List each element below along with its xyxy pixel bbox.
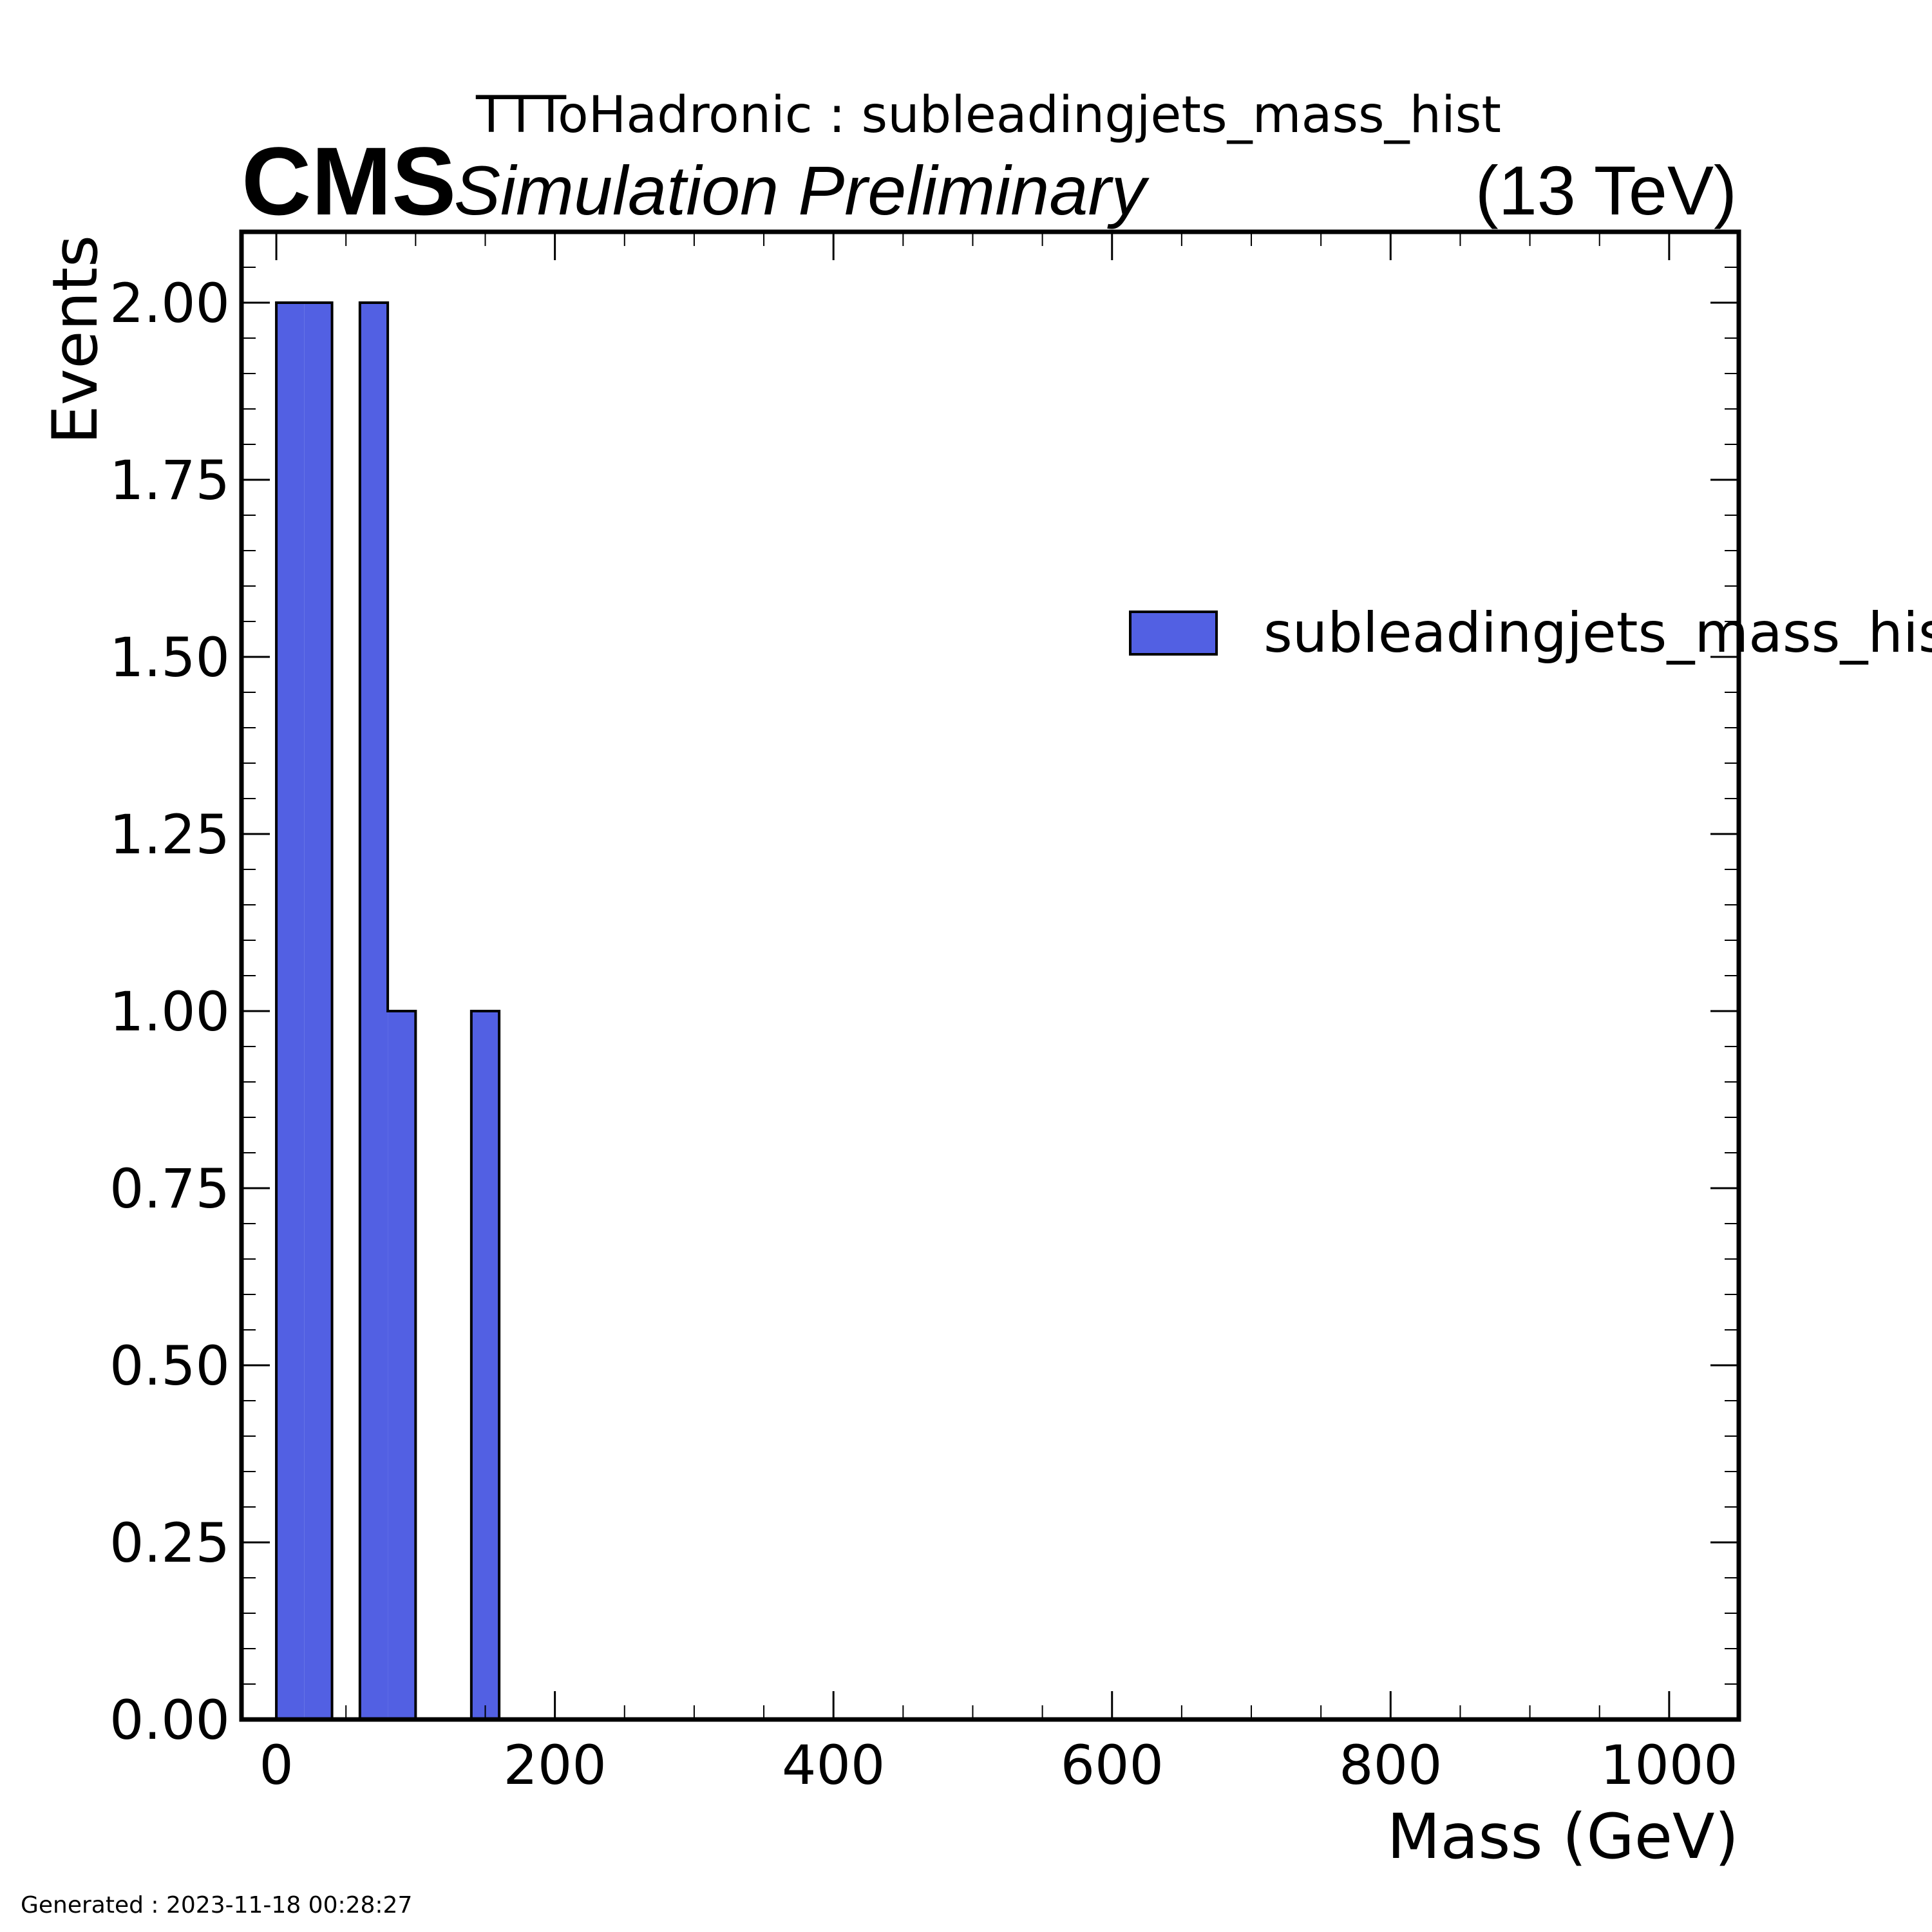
y-axis-label: Events: [39, 235, 111, 444]
x-tick-label: 800: [1339, 1734, 1442, 1797]
generated-timestamp: Generated : 2023-11-18 00:28:27: [21, 1892, 412, 1918]
legend: subleadingjets_mass_hist: [1129, 601, 1932, 665]
y-tick-label: 1.25: [109, 803, 230, 866]
histogram-outline: [275, 301, 501, 1719]
y-tick-label: 1.75: [109, 449, 230, 512]
y-tick-label: 0.75: [109, 1157, 230, 1220]
legend-label: subleadingjets_mass_hist: [1264, 601, 1932, 665]
legend-swatch: [1129, 611, 1218, 656]
chart-title: TTToHadronic : subleadingjets_mass_hist: [475, 86, 1501, 144]
histogram-bar-1: [304, 303, 332, 1719]
x-tick-label: 200: [503, 1734, 606, 1797]
y-tick-label: 2.00: [109, 272, 230, 335]
simulation-label: Simulation Preliminary: [454, 151, 1150, 229]
histogram-bar-3: [388, 1011, 416, 1719]
x-tick-label: 0: [259, 1734, 293, 1797]
experiment-label: CMS: [242, 127, 456, 235]
x-tick-label: 400: [782, 1734, 885, 1797]
histogram-bar-2: [359, 303, 388, 1719]
plot-frame: [239, 229, 1741, 1722]
y-tick-label: 1.50: [109, 626, 230, 689]
x-tick-label: 600: [1061, 1734, 1164, 1797]
x-axis-label: Mass (GeV): [1387, 1801, 1739, 1873]
x-tick-labels: 0 200 400 600 800 1000: [259, 1734, 1738, 1797]
y-tick-label: 0.25: [109, 1511, 230, 1575]
y-tick-labels: 0.00 0.25 0.50 0.75 1.00 1.25 1.50 1.75 2.00: [109, 272, 230, 1752]
y-tick-label: 0.00: [109, 1689, 230, 1752]
histogram-bar-0: [276, 303, 305, 1719]
y-tick-label: 0.50: [109, 1334, 230, 1397]
y-tick-label: 1.00: [109, 980, 230, 1043]
histogram-bar-4: [471, 1011, 500, 1719]
x-tick-label: 1000: [1600, 1734, 1738, 1797]
histogram-bars: [275, 301, 501, 1719]
axis-ticks: [242, 231, 1739, 1721]
energy-label: (13 TeV): [1475, 151, 1737, 229]
